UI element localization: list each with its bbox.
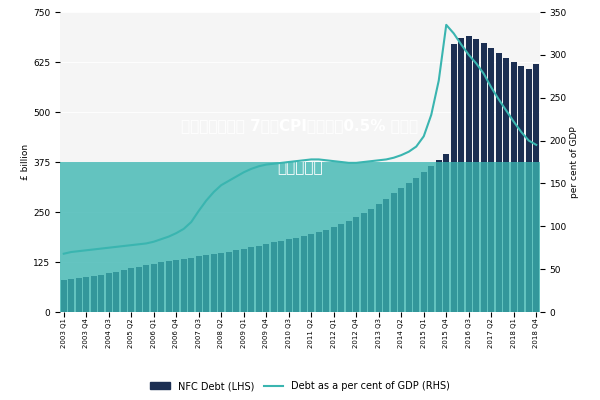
Y-axis label: per cent of GDP: per cent of GDP (570, 126, 579, 198)
Bar (451, 44, 457, 312)
Bar (188, 258, 194, 312)
Bar (496, 53, 502, 312)
Bar (376, 204, 382, 312)
Bar (136, 267, 142, 312)
Bar (308, 234, 314, 312)
Bar (233, 250, 239, 312)
Bar (143, 265, 149, 312)
Bar (241, 249, 247, 312)
Bar (278, 241, 284, 312)
Bar (466, 36, 472, 312)
Bar (76, 278, 82, 312)
Bar (473, 39, 479, 312)
Bar (256, 246, 262, 312)
Bar (518, 66, 524, 312)
Bar (151, 264, 157, 312)
Legend: NFC Debt (LHS), Debt as a per cent of GDP (RHS): NFC Debt (LHS), Debt as a per cent of GD… (146, 377, 454, 395)
Bar (60, 162, 540, 312)
Bar (436, 160, 442, 312)
Bar (331, 227, 337, 312)
Bar (398, 188, 404, 312)
Bar (158, 262, 164, 312)
Bar (128, 268, 134, 312)
Bar (166, 261, 172, 312)
Bar (383, 199, 389, 312)
Bar (293, 238, 299, 312)
Bar (61, 280, 67, 312)
Text: 求持续恢复: 求持续恢复 (277, 160, 323, 176)
Bar (323, 230, 329, 312)
Bar (121, 270, 127, 312)
Bar (203, 255, 209, 312)
Bar (106, 273, 112, 312)
Bar (248, 247, 254, 312)
Bar (173, 260, 179, 312)
Bar (338, 224, 344, 312)
Bar (428, 166, 434, 312)
Bar (346, 221, 352, 312)
Bar (458, 38, 464, 312)
Bar (526, 69, 532, 312)
Bar (406, 183, 412, 312)
Bar (226, 252, 232, 312)
Bar (286, 239, 292, 312)
Y-axis label: £ billion: £ billion (21, 144, 30, 180)
Bar (391, 193, 397, 312)
Bar (211, 254, 217, 312)
Bar (511, 62, 517, 312)
Bar (98, 275, 104, 312)
Bar (271, 242, 277, 312)
Bar (353, 217, 359, 312)
Bar (196, 256, 202, 312)
Bar (533, 64, 539, 312)
Bar (488, 48, 494, 312)
Bar (368, 209, 374, 312)
Bar (421, 172, 427, 312)
Bar (181, 259, 187, 312)
Bar (316, 232, 322, 312)
Bar (361, 213, 367, 312)
Bar (68, 279, 74, 312)
Bar (301, 236, 307, 312)
Bar (413, 178, 419, 312)
Bar (91, 276, 97, 312)
Bar (218, 253, 224, 312)
Bar (263, 244, 269, 312)
Bar (503, 58, 509, 312)
Bar (113, 272, 119, 312)
Bar (83, 277, 89, 312)
Text: 股票配资正规网 7月份CPI同比上涨0.5% 消费需: 股票配资正规网 7月份CPI同比上涨0.5% 消费需 (181, 118, 419, 134)
Bar (481, 43, 487, 312)
Bar (443, 154, 449, 312)
